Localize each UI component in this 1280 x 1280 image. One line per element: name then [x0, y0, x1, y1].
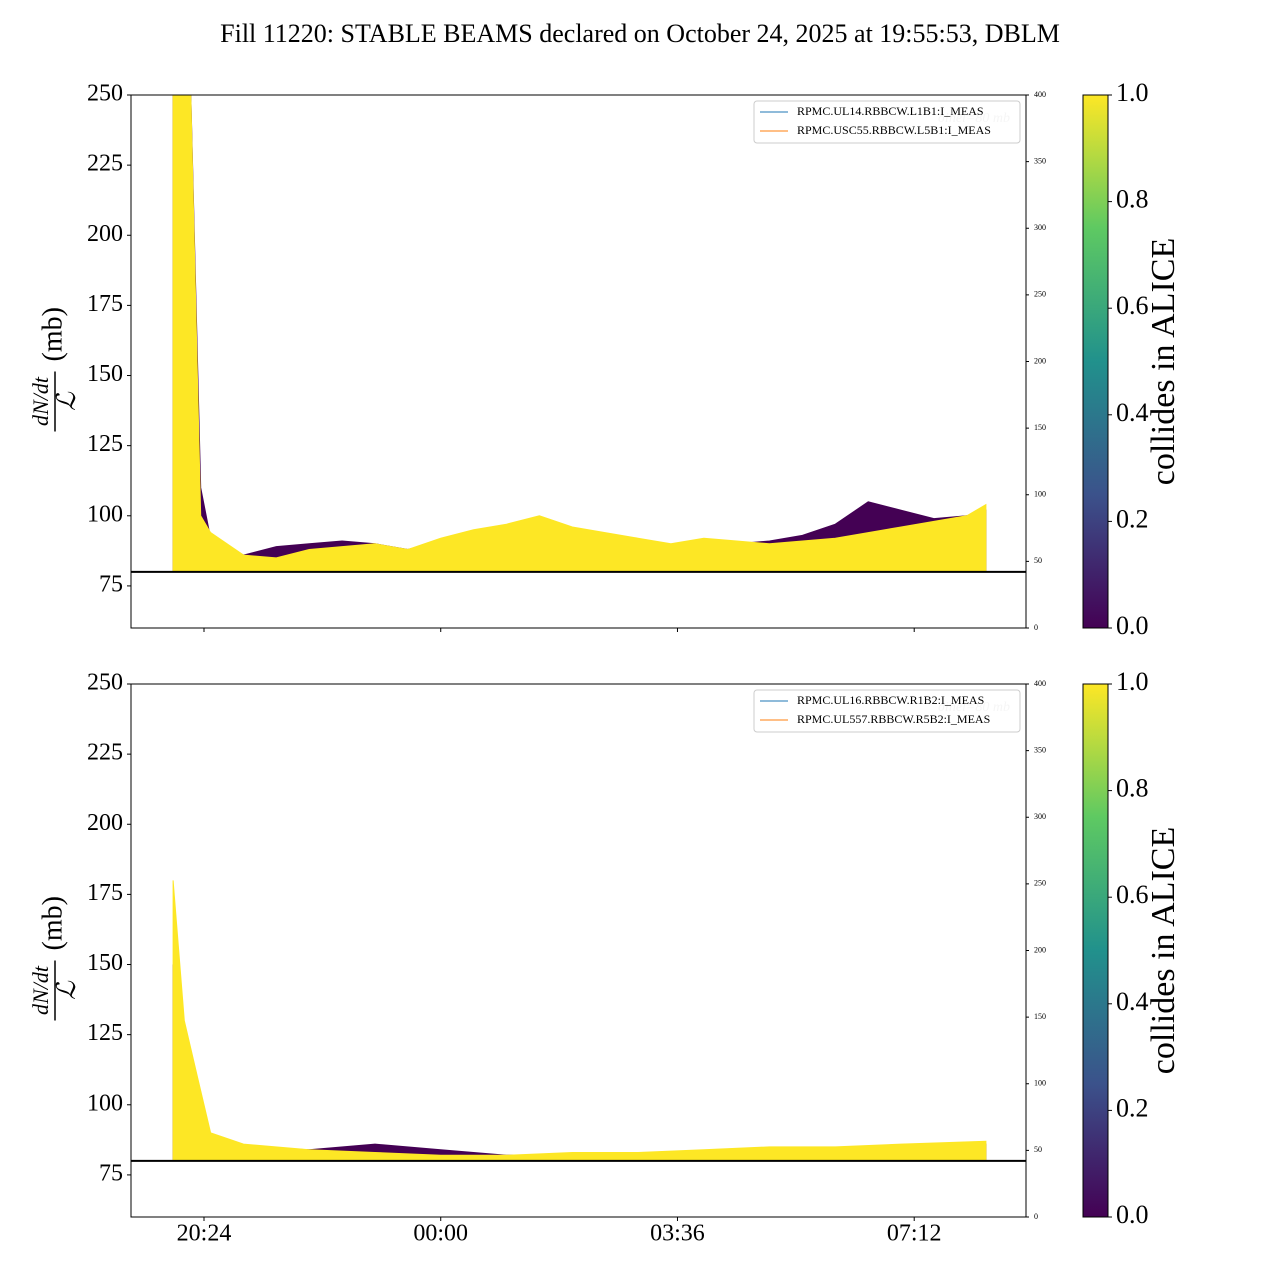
y-tick-label: 150 — [87, 361, 123, 387]
y-tick-label: 250 — [87, 81, 123, 107]
y-tick-label: 225 — [87, 151, 123, 177]
y2-tick-label: 100 — [1034, 1079, 1046, 1088]
y2-tick-label: 200 — [1034, 356, 1046, 365]
y2-tick-label: 50 — [1034, 1145, 1042, 1154]
colorbar-tick-label: 0.4 — [1116, 398, 1149, 427]
y2-tick-label: 150 — [1034, 423, 1046, 432]
colorbar-tick-label: 1.0 — [1116, 78, 1149, 107]
y-label-denominator: ℒ — [52, 980, 81, 1000]
y-tick-label: 200 — [87, 221, 123, 247]
legend-box — [753, 689, 1021, 733]
colorbar-tick-label: 0.8 — [1116, 774, 1149, 803]
y-label-denominator: ℒ — [52, 391, 81, 411]
y2-tick-label: 300 — [1034, 223, 1046, 232]
y2-tick-label: 150 — [1034, 1012, 1046, 1021]
legend-label: RPMC.UL16.RBBCW.R1B2:I_MEAS — [797, 693, 984, 707]
legend-label: RPMC.USC55.RBBCW.L5B1:I_MEAS — [797, 123, 991, 137]
figure-title: Fill 11220: STABLE BEAMS declared on Oct… — [220, 19, 1060, 48]
y2-tick-label: 300 — [1034, 812, 1046, 821]
area-band — [172, 964, 987, 1162]
colorbar-tick-label: 1.0 — [1116, 667, 1149, 696]
colorbar-tick-label: 0.2 — [1116, 1093, 1149, 1122]
x-tick-label: 20:24 — [177, 1221, 232, 1247]
y2-tick-label: 200 — [1034, 945, 1046, 954]
y-label-unit: (mb) — [37, 307, 68, 361]
y-tick-label: 225 — [87, 740, 123, 766]
y-tick-label: 100 — [87, 1090, 123, 1116]
colorbar-label: collides in ALICE — [1145, 238, 1182, 485]
y2-tick-label: 350 — [1034, 156, 1046, 165]
y-tick-label: 250 — [87, 670, 123, 696]
y-tick-label: 125 — [87, 1020, 123, 1046]
x-tick-label: 07:12 — [887, 1221, 942, 1247]
y-label-numerator: dN/dt — [28, 965, 53, 1015]
legend-label: RPMC.UL14.RBBCW.L1B1:I_MEAS — [797, 104, 984, 118]
y-tick-label: 175 — [87, 291, 123, 317]
y2-tick-label: 250 — [1034, 290, 1046, 299]
x-tick-label: 00:00 — [413, 1221, 468, 1247]
y2-tick-label: 100 — [1034, 490, 1046, 499]
colorbar-tick-label: 0.6 — [1116, 291, 1149, 320]
y2-tick-label: 350 — [1034, 745, 1046, 754]
colorbar — [1082, 94, 1109, 629]
x-tick-label: 03:36 — [650, 1221, 705, 1247]
y-axis-label: dN/dtℒ (mb) — [28, 896, 81, 1021]
y-tick-label: 125 — [87, 431, 123, 457]
y2-tick-label: 400 — [1034, 90, 1046, 99]
y-tick-label: 100 — [87, 501, 123, 527]
colorbar-tick-label: 0.2 — [1116, 504, 1149, 533]
area-band — [172, 880, 987, 1162]
area-band — [172, 95, 987, 573]
colorbar — [1082, 683, 1109, 1218]
colorbar-tick-label: 0.8 — [1116, 185, 1149, 214]
y2-tick-label: 50 — [1034, 556, 1042, 565]
colorbar-tick-label: 0.0 — [1116, 1200, 1149, 1229]
legend-box — [753, 100, 1021, 144]
y2-tick-label: 0 — [1034, 623, 1038, 632]
y-tick-label: 200 — [87, 810, 123, 836]
y2-tick-label: 250 — [1034, 879, 1046, 888]
y2-tick-label: 400 — [1034, 679, 1046, 688]
colorbar-label: collides in ALICE — [1145, 827, 1182, 1074]
legend-label: RPMC.UL557.RBBCW.R5B2:I_MEAS — [797, 712, 990, 726]
colorbar-tick-label: 0.4 — [1116, 987, 1149, 1016]
y-tick-label: 75 — [99, 571, 123, 597]
y-tick-label: 150 — [87, 950, 123, 976]
y-label-numerator: dN/dt — [28, 376, 53, 426]
colorbar-tick-label: 0.0 — [1116, 611, 1149, 640]
plot-frame — [130, 683, 1027, 1218]
y-label-unit: (mb) — [37, 896, 68, 950]
y2-tick-label: 0 — [1034, 1212, 1038, 1221]
colorbar-tick-label: 0.6 — [1116, 880, 1149, 909]
area-band — [172, 95, 987, 573]
y-tick-label: 75 — [99, 1160, 123, 1186]
y-axis-label: dN/dtℒ (mb) — [28, 307, 81, 432]
y-tick-label: 175 — [87, 880, 123, 906]
